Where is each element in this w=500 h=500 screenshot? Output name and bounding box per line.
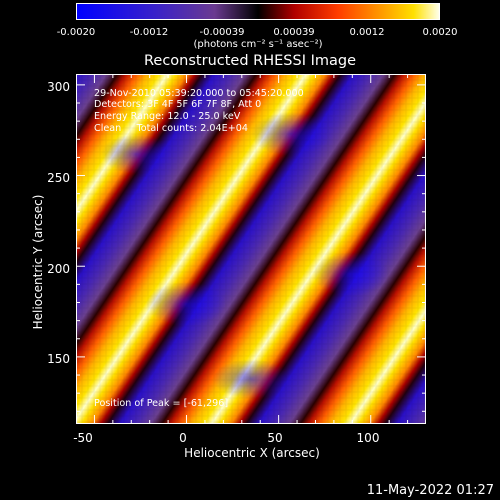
x-tick-label: 100 (356, 431, 380, 445)
image-plot (76, 74, 426, 424)
colorbar-tick-label: -0.0020 (56, 27, 96, 38)
plot-frame (76, 74, 426, 424)
x-tick-label: 0 (179, 431, 187, 445)
colorbar-tick-label: 0.00039 (273, 27, 315, 38)
colorbar-tick-label: -0.00039 (199, 27, 245, 38)
rhessi-image (76, 74, 426, 424)
y-tick-label: 300 (47, 80, 70, 94)
colorbar-gradient (77, 4, 439, 19)
info-detectors: Detectors: 3F 4F 5F 6F 7F 8F, Att 0 (94, 99, 262, 110)
y-tick-label: 200 (47, 262, 70, 276)
info-energy: Energy Range: 12.0 - 25.0 keV (94, 111, 241, 122)
info-clean: Clean Total counts: 2.04E+04 (94, 123, 248, 134)
y-tick-label: 150 (47, 352, 70, 366)
y-axis-label: Heliocentric Y (arcsec) (31, 194, 45, 330)
info-time: 29-Nov-2010 05:39:20.000 to 05:45:20.000 (94, 88, 304, 99)
peak-position: Position of Peak = [-61,296] (94, 398, 229, 409)
y-tick-label: 250 (47, 171, 70, 185)
colorbar-tick-label: 0.0020 (422, 27, 458, 38)
colorbar (76, 3, 440, 20)
x-axis-label: Heliocentric X (arcsec) (184, 446, 320, 460)
colorbar-tick-label: -0.0012 (129, 27, 169, 38)
timestamp: 11-May-2022 01:27 (366, 483, 494, 498)
colorbar-tick-label: 0.0012 (349, 27, 385, 38)
x-tick-label: -50 (73, 431, 93, 445)
image-title: Reconstructed RHESSI Image (143, 53, 357, 69)
x-tick-label: 50 (267, 431, 283, 445)
colorbar-units: (photons cm⁻² s⁻¹ asec⁻²) (193, 39, 323, 50)
